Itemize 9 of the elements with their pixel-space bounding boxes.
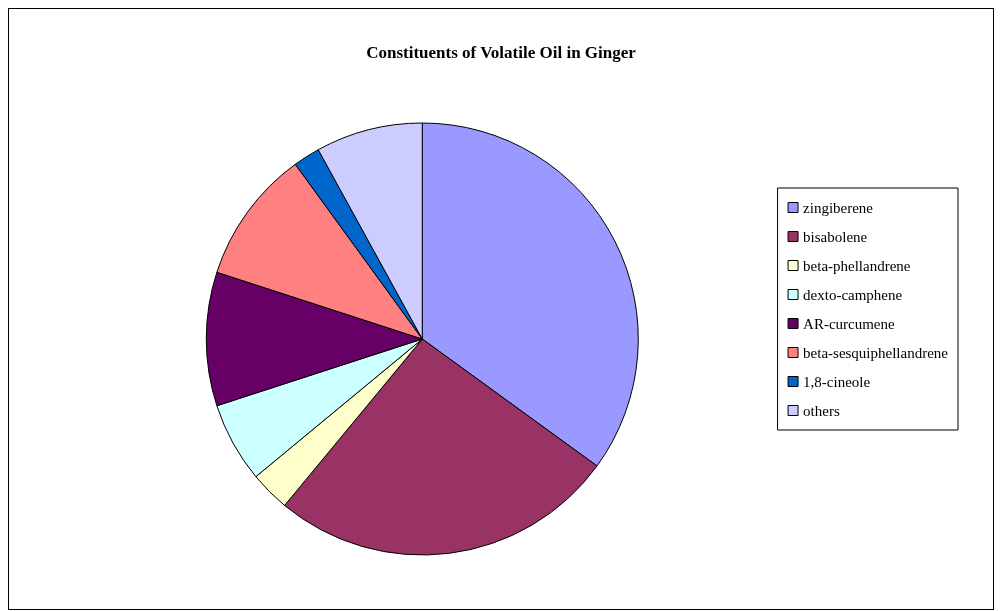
legend-label: dexto-camphene [803,286,903,303]
legend-label: others [803,402,840,419]
legend-label: AR-curcumene [803,315,896,332]
legend-label: zingiberene [803,199,874,216]
legend-label: beta-phellandrene [803,257,911,274]
legend-label: 1,8-cineole [803,373,871,390]
chart-title: Constituents of Volatile Oil in Ginger [366,43,637,62]
legend-label: bisabolene [803,228,868,245]
legend-label: beta-sesquiphellandrene [803,344,949,361]
